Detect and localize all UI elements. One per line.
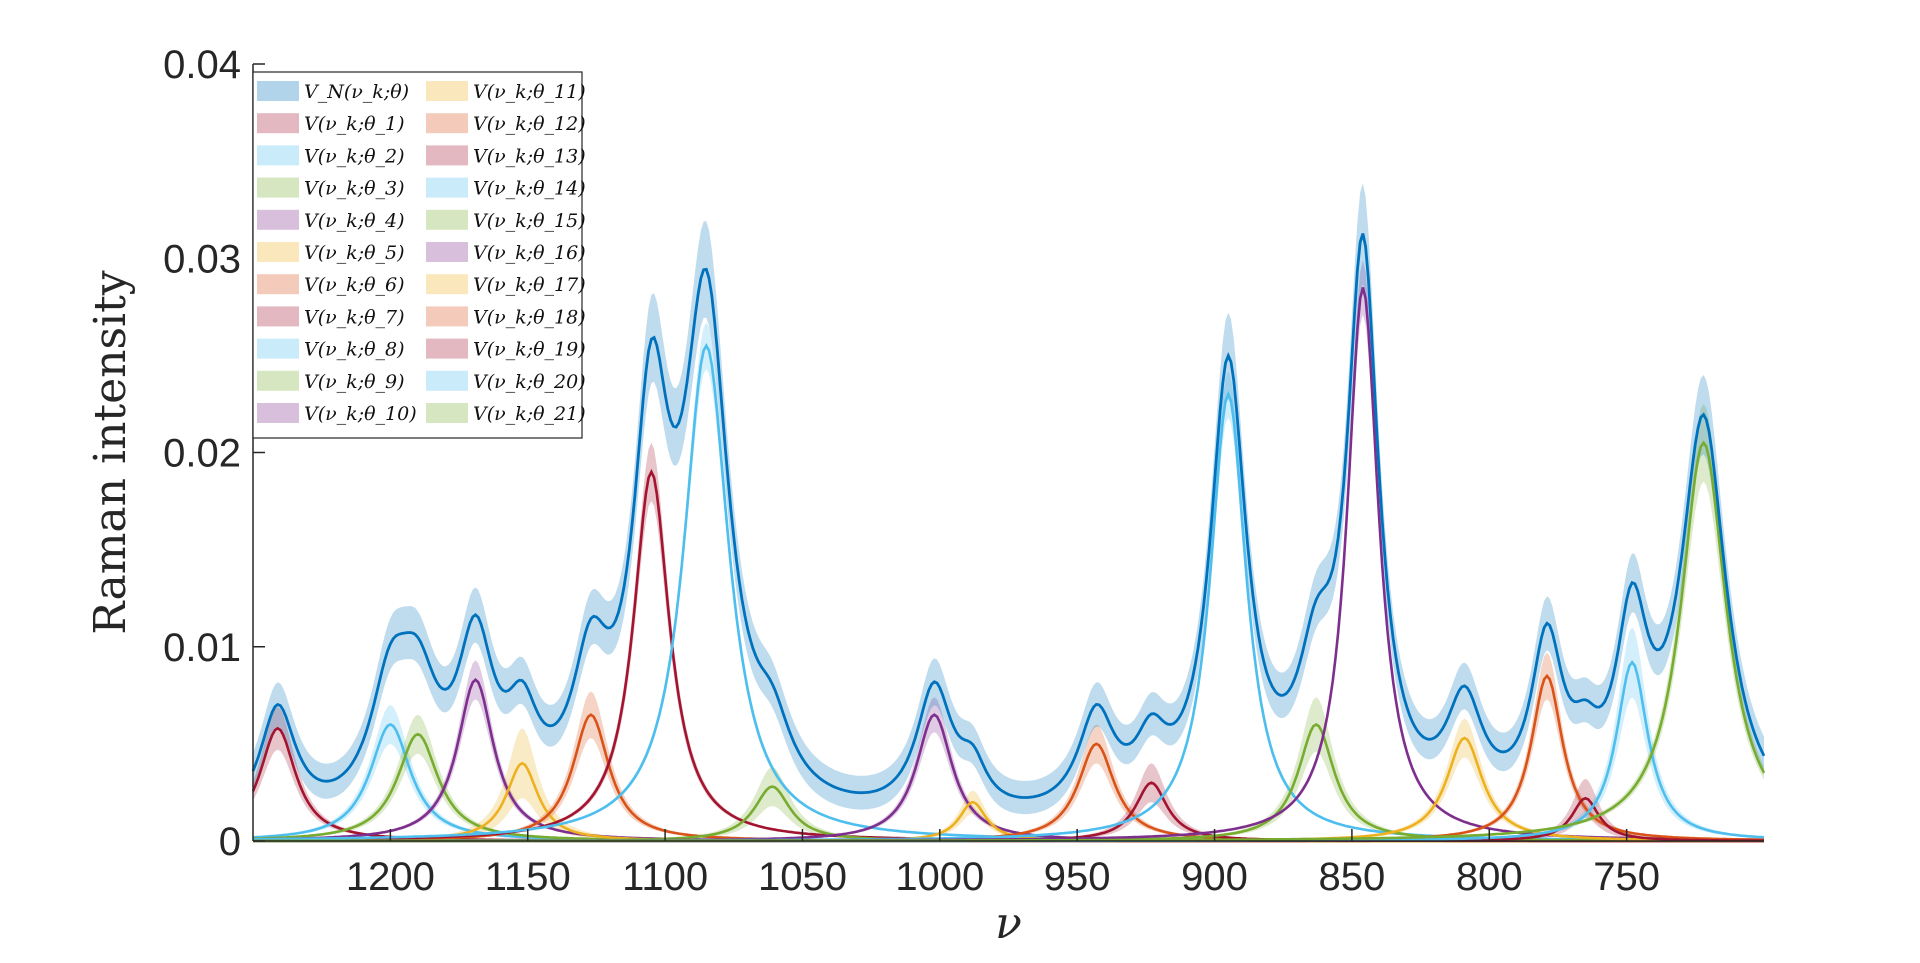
legend-label-3: V(ν_k;θ_3)	[304, 178, 405, 200]
x-tick-label-1050: 1050	[758, 855, 847, 899]
legend: V_N(ν_k;θ) V(ν_k;θ_1) V(ν_k;θ_2) V(ν_k;θ_3)…	[252, 71, 586, 439]
legend-swatch-11	[426, 81, 468, 101]
y-tick-label-1: 0.01	[163, 626, 241, 670]
y-axis-label: Raman intensity	[85, 270, 136, 634]
legend-swatch-0	[257, 81, 299, 101]
y-tick-label-2: 0.02	[163, 432, 241, 476]
legend-label-2: V(ν_k;θ_2)	[304, 145, 405, 167]
legend-label-14: V(ν_k;θ_14)	[473, 178, 586, 200]
legend-label-5: V(ν_k;θ_5)	[304, 242, 405, 264]
legend-label-15: V(ν_k;θ_15)	[473, 210, 586, 232]
band-theta-19	[253, 778, 1764, 841]
legend-swatch-9	[257, 370, 299, 391]
x-axis-label: ν	[995, 898, 1022, 949]
x-tick-label-750: 750	[1593, 855, 1660, 899]
x-tick-label-950: 950	[1044, 855, 1111, 899]
uncertainty-bands	[253, 183, 1764, 841]
y-tick-label-0: 0	[219, 820, 241, 864]
legend-label-7: V(ν_k;θ_7)	[304, 306, 405, 328]
legend-label-8: V(ν_k;θ_8)	[304, 339, 405, 361]
legend-swatch-19	[426, 338, 468, 359]
legend-label-20: V(ν_k;θ_20)	[473, 371, 586, 393]
legend-label-18: V(ν_k;θ_18)	[473, 306, 586, 328]
legend-swatch-5	[257, 242, 299, 262]
legend-swatch-4	[257, 209, 299, 230]
legend-label-21: V(ν_k;θ_21)	[473, 403, 586, 425]
legend-label-4: V(ν_k;θ_4)	[304, 210, 405, 232]
legend-swatch-1	[257, 113, 299, 134]
legend-box	[252, 71, 583, 439]
legend-swatch-12	[426, 113, 468, 134]
x-tick-label-900: 900	[1181, 855, 1248, 899]
legend-label-1: V(ν_k;θ_1)	[304, 113, 405, 135]
legend-swatch-16	[426, 242, 468, 262]
legend-label-17: V(ν_k;θ_17)	[473, 274, 586, 296]
legend-swatch-13	[426, 145, 468, 166]
legend-swatch-10	[257, 403, 299, 423]
legend-swatch-18	[426, 306, 468, 327]
legend-label-19: V(ν_k;θ_19)	[473, 339, 586, 361]
legend-swatch-20	[426, 370, 468, 391]
y-tick-label-3: 0.03	[163, 237, 241, 281]
legend-swatch-2	[257, 145, 299, 166]
legend-label-6: V(ν_k;θ_6)	[304, 274, 405, 296]
x-tick-label-1150: 1150	[485, 855, 571, 899]
y-axis-ticks: 0 0.01 0.02 0.03 0.04	[163, 43, 265, 864]
legend-swatch-21	[426, 403, 468, 423]
legend-swatch-8	[257, 338, 299, 359]
x-tick-label-1100: 1100	[622, 855, 708, 899]
legend-label-10: V(ν_k;θ_10)	[304, 403, 417, 425]
legend-label-9: V(ν_k;θ_9)	[304, 371, 405, 393]
legend-swatch-3	[257, 177, 299, 198]
legend-label-13: V(ν_k;θ_13)	[473, 145, 586, 167]
legend-swatch-15	[426, 209, 468, 230]
legend-swatch-14	[426, 177, 468, 198]
x-tick-label-850: 850	[1319, 855, 1386, 899]
series-total-fit	[251, 233, 1766, 799]
x-tick-label-800: 800	[1456, 855, 1523, 899]
legend-swatch-17	[426, 274, 468, 295]
legend-swatch-7	[257, 306, 299, 327]
x-axis-ticks: 1200 1150 1100 1050 1000 950 900 850 800 750	[346, 829, 1660, 899]
legend-label-0: V_N(ν_k;θ)	[304, 81, 409, 103]
legend-label-12: V(ν_k;θ_12)	[473, 113, 586, 135]
x-tick-label-1000: 1000	[895, 855, 984, 899]
y-tick-label-4: 0.04	[163, 43, 241, 87]
legend-label-16: V(ν_k;θ_16)	[473, 242, 586, 264]
legend-swatch-6	[257, 274, 299, 295]
legend-label-11: V(ν_k;θ_11)	[473, 81, 586, 103]
x-tick-label-1200: 1200	[346, 855, 435, 899]
